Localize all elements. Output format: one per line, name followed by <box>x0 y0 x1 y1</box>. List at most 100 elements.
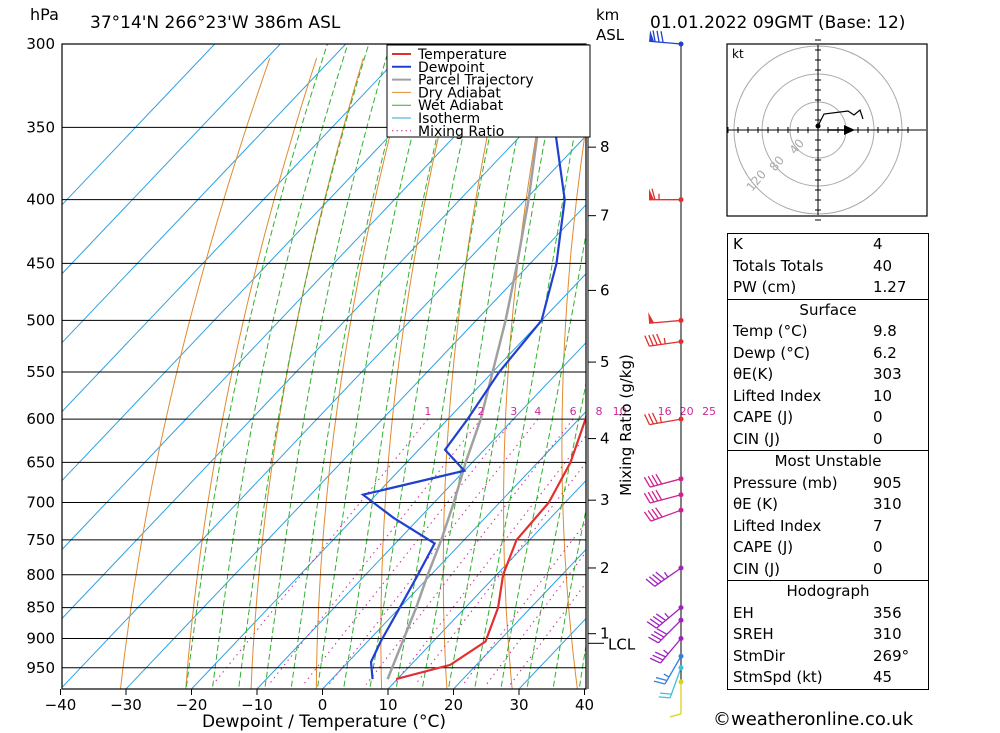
wind-barb-flag <box>656 30 660 43</box>
isotherm-line <box>62 135 586 689</box>
location-title: 37°14'N 266°23'W 386m ASL <box>90 13 341 33</box>
eh-label: EH <box>733 603 754 622</box>
surface-temp-value: 9.8 <box>873 322 897 340</box>
wind-barb-flag <box>649 657 661 664</box>
mixing-ratio-labels: 1 2 3 4 6 8 10 16 20 25 <box>424 405 716 418</box>
mixing-ratio-label: 3 <box>510 405 517 418</box>
storm-motion-arrow-head <box>844 125 855 135</box>
wind-barb <box>643 507 684 522</box>
wind-barb-shaft <box>669 667 682 699</box>
wind-barb-pennant <box>648 312 655 324</box>
mu-cape-label: CAPE (J) <box>733 538 794 556</box>
wind-barb <box>649 636 684 664</box>
legend-entry: Dewpoint <box>418 60 485 76</box>
km-tick-label: 4 <box>600 430 610 448</box>
hodograph-start-dot <box>815 123 821 129</box>
wind-barb <box>645 565 684 587</box>
wind-barb-flag <box>647 475 655 487</box>
wind-barb-flag <box>653 680 666 685</box>
wind-barb-flag <box>655 507 663 518</box>
eh-row: EH 356 <box>728 603 928 625</box>
isotherm-line <box>191 273 586 689</box>
wind-barb-flag <box>648 576 659 585</box>
wind-barb <box>649 30 684 47</box>
stmdir-value: 269° <box>873 646 910 665</box>
wind-barb <box>646 605 684 629</box>
wind-barb-flag <box>658 696 671 699</box>
wind-barb-flag <box>644 335 650 347</box>
mu-cape-row: CAPE (J) 0 <box>728 537 928 559</box>
mixing-ratio-line <box>328 418 539 685</box>
x-tick-label: −20 <box>176 696 208 714</box>
wind-barb-half-flag <box>663 571 669 578</box>
mixing-ratio-label: 10 <box>613 405 627 418</box>
mu-cin-value: 0 <box>873 559 883 578</box>
wind-barb-flag <box>643 511 652 522</box>
credit-link[interactable]: ©weatheronline.co.uk <box>713 709 914 730</box>
wind-barb-flag <box>660 692 672 695</box>
wind-barb-flag <box>660 31 664 43</box>
most-unstable-title: Most Unstable <box>774 452 882 470</box>
sreh-label: SREH <box>733 625 774 643</box>
hodograph-unit: kt <box>732 47 744 61</box>
wind-barb-flag <box>651 508 659 519</box>
wind-barb <box>644 412 684 426</box>
x-tick-label: 0 <box>318 696 328 714</box>
mixing-ratio-label: 4 <box>534 405 541 418</box>
surface-li-row: Lifted Index 10 <box>728 386 928 408</box>
k-index-label: K <box>733 235 743 253</box>
wind-barb-shaft <box>649 494 682 504</box>
surface-li-label: Lifted Index <box>733 386 822 405</box>
sreh-row: SREH 310 <box>728 624 928 646</box>
surface-dewp-value: 6.2 <box>873 343 897 362</box>
pressure-tick-label: 750 <box>26 531 55 549</box>
wind-barb-flag <box>649 618 660 627</box>
mixing-ratio-line <box>365 418 574 685</box>
wind-barb-flag <box>647 510 656 521</box>
lcl-label: LCL <box>608 635 636 653</box>
mu-theta-label: θE (K) <box>733 495 778 513</box>
pressure-tick-label: 950 <box>26 659 55 677</box>
surface-theta-row: θE(K) 303 <box>728 364 928 386</box>
wind-barb-flag <box>646 621 657 629</box>
x-tick-label: −40 <box>45 696 77 714</box>
mixing-ratio-line <box>486 551 586 685</box>
wind-barb-flag <box>655 489 663 501</box>
pw-value: 1.27 <box>873 278 907 296</box>
x-axis-label: Dewpoint / Temperature (°C) <box>202 712 446 732</box>
stmdir-label: StmDir <box>733 646 785 665</box>
surface-title: Surface <box>799 300 857 319</box>
x-tick-label: 10 <box>378 696 397 714</box>
dry-adiabat-line <box>971 58 1000 689</box>
pressure-tick-label: 900 <box>26 630 55 648</box>
mixing-ratio-line <box>393 434 586 685</box>
surface-cape-row: CAPE (J) 0 <box>728 407 928 429</box>
wind-barb <box>643 473 684 488</box>
surface-theta-label: θE(K) <box>733 365 774 383</box>
dry-adiabat-line <box>315 58 411 689</box>
wind-barb-flag <box>653 630 665 638</box>
mu-theta-row: θE (K) 310 <box>728 494 928 516</box>
legend-entry: Mixing Ratio <box>418 124 504 140</box>
wind-barb <box>644 333 684 347</box>
mu-pressure-value: 905 <box>873 473 902 492</box>
wind-barb-flag <box>647 413 655 425</box>
dry-adiabat-line <box>250 58 364 689</box>
wind-barb-flag <box>652 30 656 42</box>
wind-barb-flag <box>655 613 667 621</box>
wind-barb-flag <box>648 334 654 346</box>
wind-barb <box>648 617 684 644</box>
pressure-tick-label: 400 <box>26 191 55 209</box>
pressure-tick-label: 850 <box>26 599 55 617</box>
wind-barb-flag <box>651 474 659 486</box>
km-tick-label: 1 <box>600 625 610 643</box>
temperature-line <box>395 412 586 681</box>
wind-barb-flag <box>655 473 663 485</box>
wind-barb-flag <box>647 491 655 503</box>
wind-barb-flag <box>651 188 656 200</box>
dry-adiabat-line <box>561 124 586 689</box>
mu-li-row: Lifted Index 7 <box>728 516 928 538</box>
